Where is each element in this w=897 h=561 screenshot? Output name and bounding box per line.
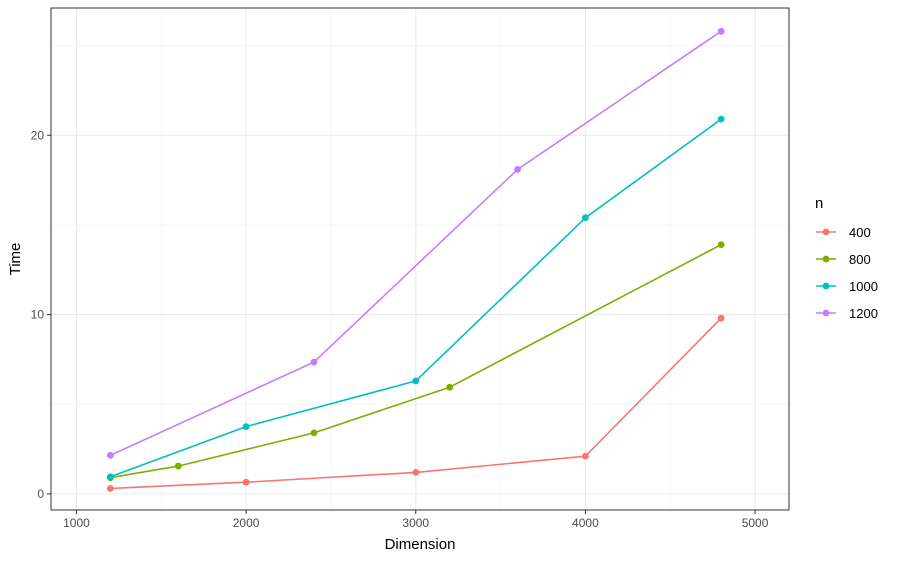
legend-item-800: 800 bbox=[816, 252, 871, 267]
data-point-800 bbox=[310, 429, 318, 437]
data-point-1000 bbox=[242, 423, 250, 431]
data-point-400 bbox=[412, 468, 420, 476]
x-axis: 1000 2000 3000 4000 5000 bbox=[63, 510, 769, 530]
major-gridlines bbox=[51, 8, 789, 510]
legend-key-point bbox=[822, 282, 830, 290]
legend-key-point bbox=[822, 309, 830, 317]
legend-key-point bbox=[822, 228, 830, 236]
data-point-1200 bbox=[106, 451, 114, 459]
legend-key-point bbox=[822, 255, 830, 263]
legend-item-400: 400 bbox=[816, 225, 871, 240]
data-point-400 bbox=[106, 485, 114, 492]
x-tick-label: 4000 bbox=[572, 516, 599, 530]
data-point-800 bbox=[717, 241, 725, 249]
y-tick-label: 10 bbox=[31, 308, 45, 322]
y-axis-title: Time bbox=[7, 243, 24, 276]
legend-title: n bbox=[815, 195, 823, 212]
series-1200 bbox=[106, 27, 725, 459]
legend-item-1000: 1000 bbox=[816, 279, 878, 294]
data-point-1000 bbox=[412, 377, 420, 385]
legend: n 400 800 1000 1200 bbox=[815, 195, 878, 321]
data-point-400 bbox=[242, 478, 250, 486]
series-line-1200 bbox=[110, 30, 722, 457]
x-tick-label: 5000 bbox=[742, 516, 769, 530]
legend-item-1200: 1200 bbox=[816, 306, 878, 321]
series-1000 bbox=[106, 115, 725, 481]
legend-label: 800 bbox=[849, 252, 871, 267]
x-axis-title: Dimension bbox=[385, 536, 456, 553]
data-point-400 bbox=[582, 452, 589, 460]
y-tick-label: 0 bbox=[37, 487, 44, 501]
data-point-1200 bbox=[310, 358, 318, 366]
series-400 bbox=[106, 314, 725, 492]
x-tick-label: 2000 bbox=[233, 516, 260, 530]
plot-panel bbox=[51, 8, 789, 510]
legend-label: 1200 bbox=[849, 306, 878, 321]
data-point-1000 bbox=[582, 214, 589, 222]
data-point-1200 bbox=[514, 165, 521, 173]
data-point-1000 bbox=[106, 473, 114, 481]
plot-border bbox=[50, 7, 790, 511]
legend-label: 400 bbox=[849, 225, 871, 240]
y-axis: 0 10 20 bbox=[31, 128, 51, 501]
x-tick-label: 1000 bbox=[63, 516, 90, 530]
data-point-800 bbox=[446, 383, 454, 391]
data-point-400 bbox=[717, 314, 725, 322]
x-tick-label: 3000 bbox=[402, 516, 429, 530]
data-point-1000 bbox=[717, 115, 725, 123]
data-point-800 bbox=[174, 462, 182, 470]
legend-label: 1000 bbox=[849, 279, 878, 294]
minor-gridlines bbox=[51, 8, 789, 510]
series-layer bbox=[106, 27, 725, 492]
data-point-1200 bbox=[717, 27, 725, 35]
y-tick-label: 20 bbox=[31, 128, 45, 142]
